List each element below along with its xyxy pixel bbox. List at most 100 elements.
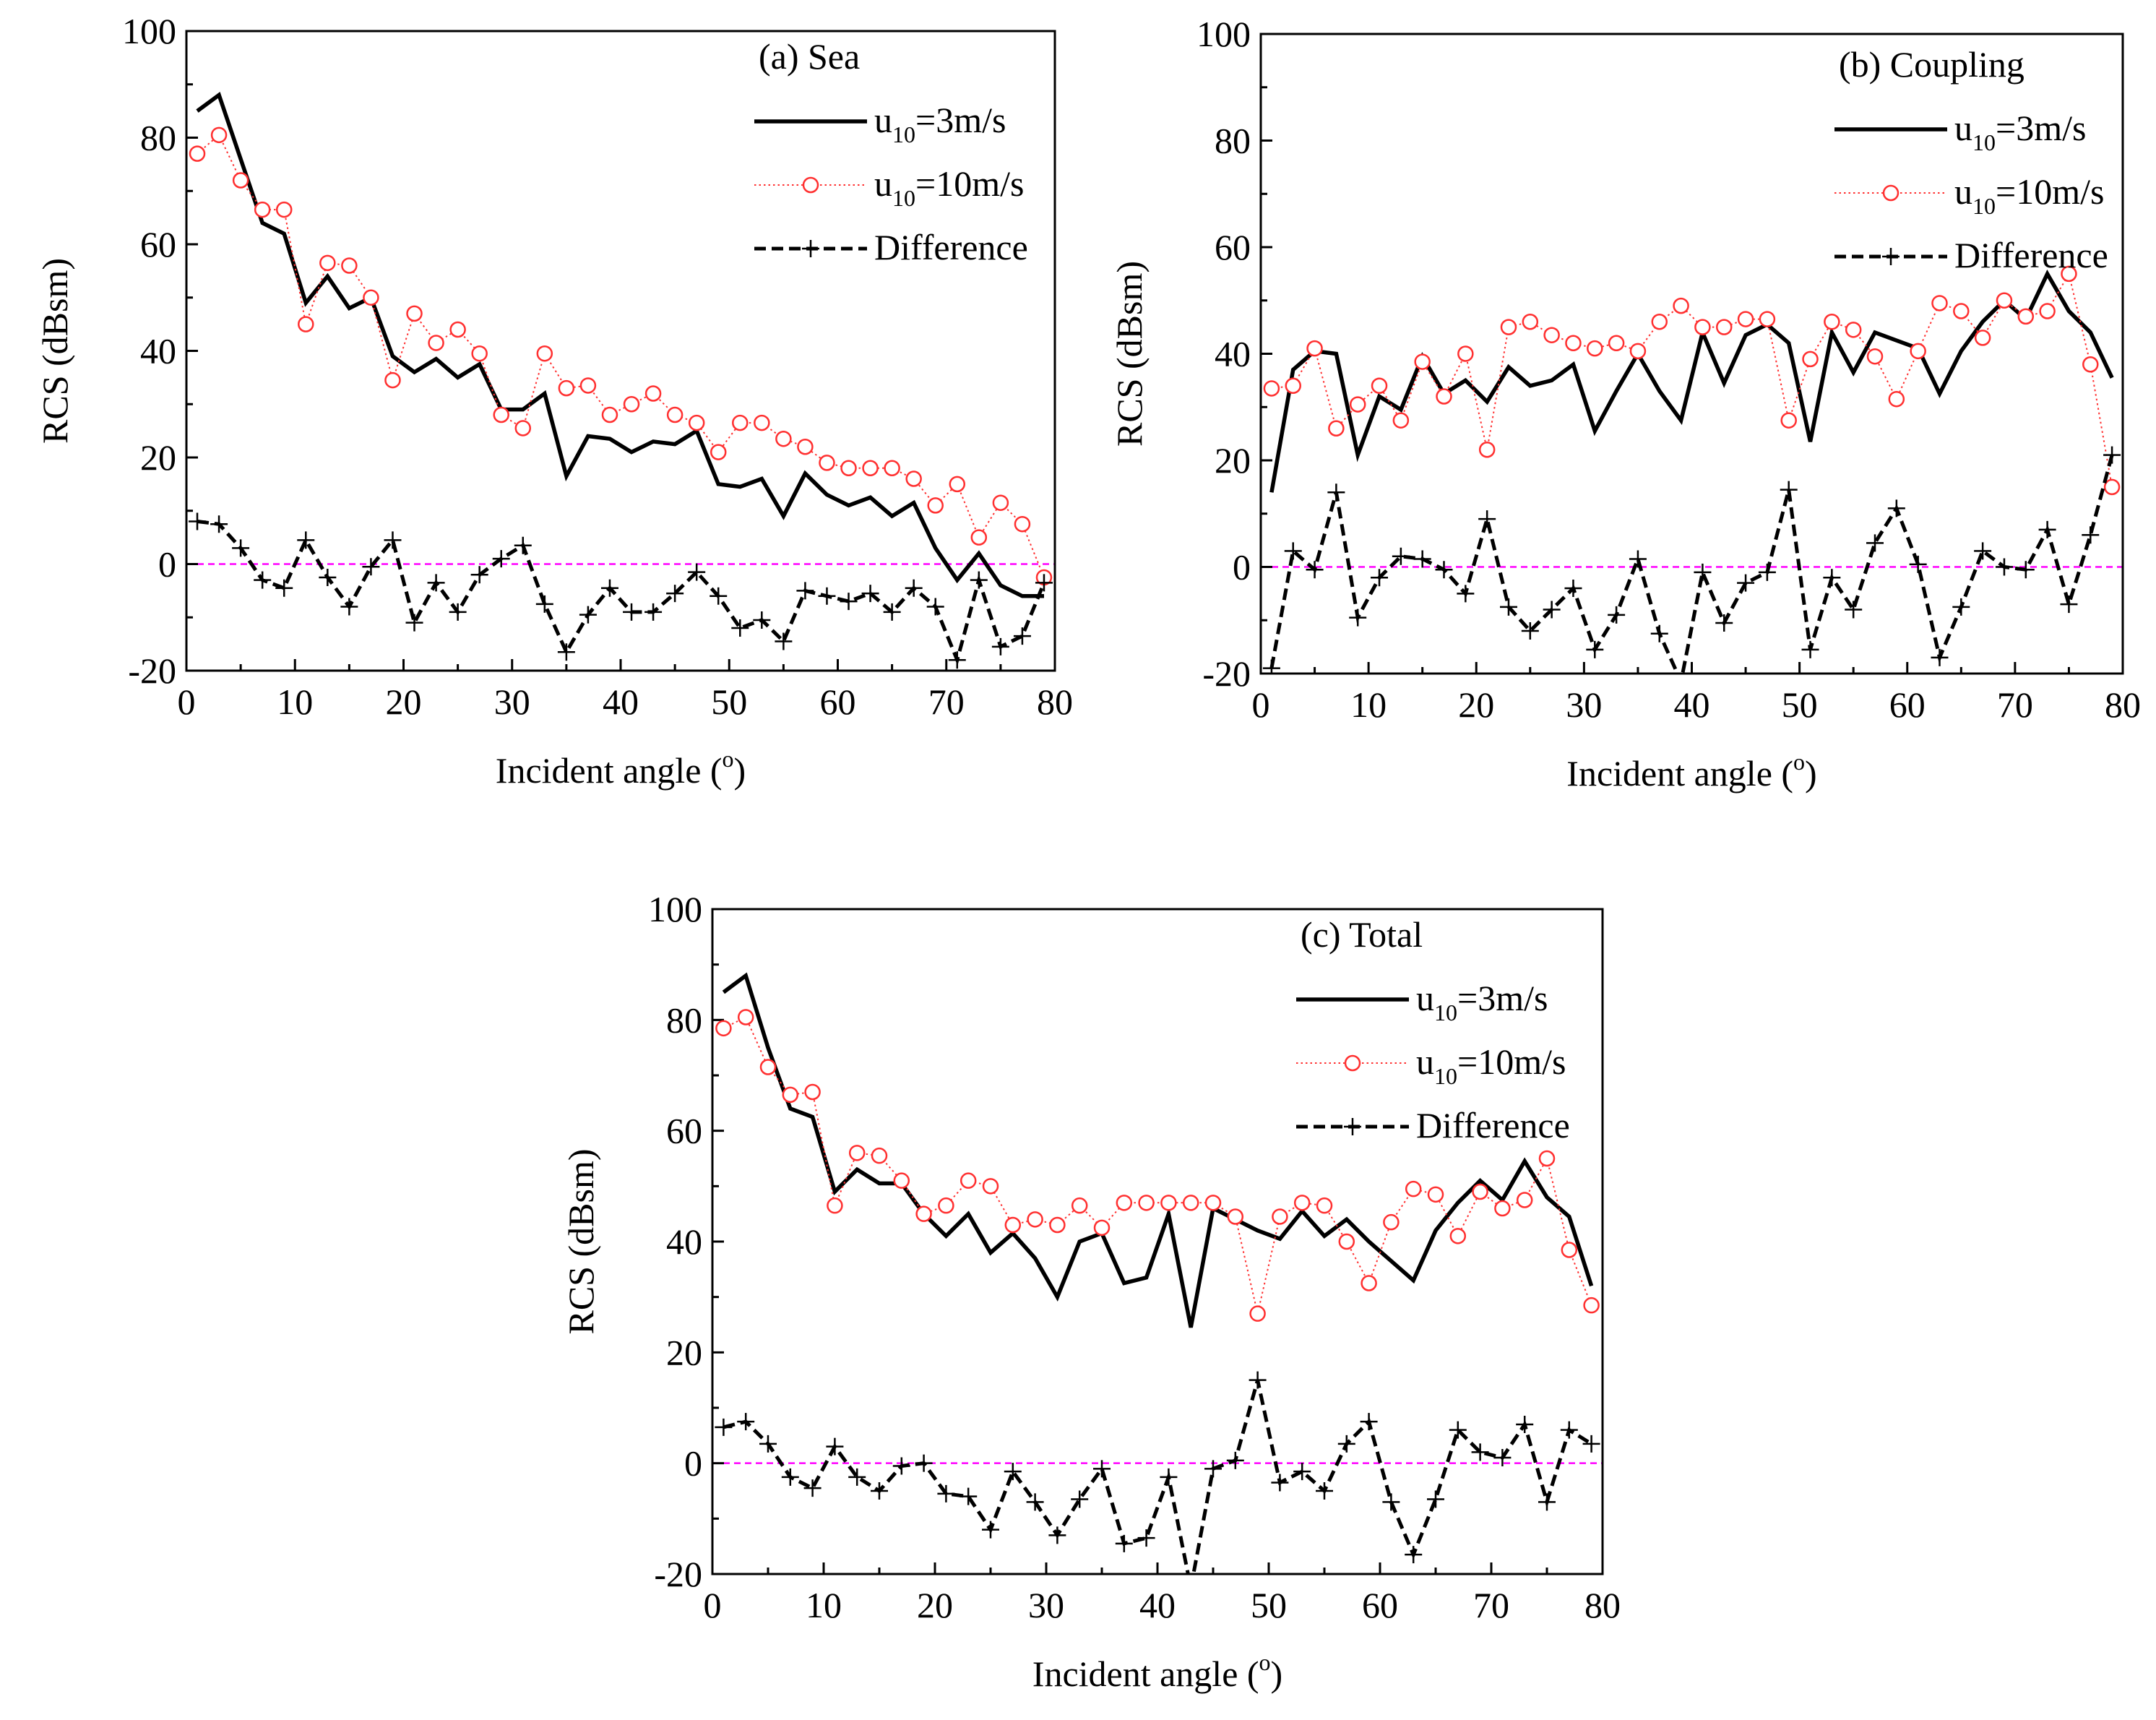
y-tick-label: 40 bbox=[140, 331, 176, 371]
series-3 bbox=[1262, 446, 2121, 674]
data-point-plus bbox=[840, 593, 858, 611]
data-point-plus bbox=[1405, 1546, 1423, 1564]
data-point-circle bbox=[319, 254, 336, 272]
data-point-circle bbox=[1673, 297, 1689, 314]
data-point-plus bbox=[1758, 563, 1776, 581]
series-line-3ms bbox=[722, 972, 1594, 1328]
data-point-plus bbox=[1293, 1463, 1311, 1481]
data-point-plus bbox=[1909, 555, 1927, 573]
data-point-plus bbox=[1316, 1482, 1333, 1500]
data-point-circle bbox=[189, 145, 206, 162]
data-point-circle bbox=[1694, 319, 1711, 335]
data-point-plus bbox=[427, 574, 445, 592]
data-point-plus bbox=[1737, 574, 1755, 592]
data-point-circle bbox=[1293, 1195, 1311, 1211]
data-point-circle bbox=[1349, 396, 1366, 413]
x-tick-label: 60 bbox=[820, 681, 856, 722]
data-point-plus bbox=[557, 643, 575, 661]
data-point-plus bbox=[970, 571, 988, 589]
data-point-plus bbox=[1160, 1468, 1178, 1486]
data-point-plus bbox=[1249, 1371, 1267, 1389]
legend-marker-plus bbox=[802, 240, 819, 257]
data-point-plus bbox=[579, 606, 597, 624]
data-point-plus bbox=[275, 579, 293, 597]
data-point-plus bbox=[715, 1418, 733, 1436]
data-point-plus bbox=[1493, 1449, 1512, 1466]
data-point-plus bbox=[759, 1435, 777, 1453]
data-point-circle bbox=[1802, 351, 1819, 368]
x-tick-label: 60 bbox=[1362, 1585, 1398, 1625]
data-point-plus bbox=[1392, 547, 1410, 565]
data-point-plus bbox=[1262, 659, 1280, 674]
data-point-circle bbox=[1272, 1208, 1288, 1225]
data-point-plus bbox=[1137, 1529, 1155, 1547]
data-point-circle bbox=[1160, 1195, 1177, 1211]
x-tick-label: 0 bbox=[1252, 684, 1270, 725]
data-point-plus bbox=[449, 603, 467, 621]
data-point-circle bbox=[406, 305, 423, 322]
series-2 bbox=[715, 1009, 1600, 1322]
data-point-circle bbox=[428, 335, 444, 351]
data-point-plus bbox=[470, 566, 488, 584]
x-axis-label: Incident angle (o) bbox=[1032, 1649, 1282, 1694]
data-point-circle bbox=[384, 371, 401, 389]
data-point-circle bbox=[232, 172, 249, 189]
x-tick-label: 0 bbox=[704, 1585, 722, 1625]
data-point-circle bbox=[840, 460, 857, 476]
data-point-circle bbox=[666, 406, 684, 423]
data-point-plus bbox=[731, 619, 749, 637]
legend-marker-circle bbox=[802, 176, 819, 194]
data-point-circle bbox=[1249, 1305, 1266, 1322]
data-point-plus bbox=[1449, 1421, 1467, 1439]
data-point-circle bbox=[1204, 1195, 1222, 1211]
data-point-plus bbox=[753, 611, 771, 629]
data-point-circle bbox=[623, 396, 640, 413]
data-point-plus bbox=[1004, 1463, 1022, 1481]
data-point-circle bbox=[254, 201, 271, 218]
data-point-circle bbox=[514, 420, 532, 437]
legend-label: Difference bbox=[874, 227, 1028, 267]
data-point-circle bbox=[737, 1009, 754, 1025]
data-point-plus bbox=[1382, 1493, 1400, 1511]
data-point-plus bbox=[775, 632, 793, 650]
data-point-plus bbox=[2060, 595, 2078, 614]
data-point-plus bbox=[737, 1413, 755, 1431]
data-point-plus bbox=[688, 563, 706, 581]
data-point-circle bbox=[1371, 377, 1388, 394]
data-point-plus bbox=[1478, 510, 1496, 528]
y-tick-label: 20 bbox=[666, 1332, 702, 1372]
legend-label: u10=10m/s bbox=[1954, 171, 2104, 219]
data-point-circle bbox=[449, 321, 466, 338]
data-point-plus bbox=[666, 585, 684, 603]
x-tick-label: 60 bbox=[1889, 684, 1926, 725]
panel-2: 0 10 20 30 40 50 60 70 80-20020406080100Incident… bbox=[1109, 14, 2141, 794]
x-tick-label: 70 bbox=[1997, 684, 2033, 725]
data-point-circle bbox=[1587, 340, 1603, 357]
data-point-plus bbox=[1371, 569, 1389, 587]
x-tick-label: 20 bbox=[917, 1585, 953, 1625]
x-tick-label: 80 bbox=[2105, 684, 2141, 725]
data-point-circle bbox=[1737, 311, 1754, 327]
data-point-plus bbox=[1564, 580, 1582, 597]
data-point-circle bbox=[1328, 420, 1345, 437]
series-line-difference bbox=[197, 520, 1046, 666]
x-tick-label: 80 bbox=[1037, 681, 1073, 722]
legend: (b) Coupling u10=3m/s u10=10m/s Difference bbox=[1834, 44, 2108, 275]
data-point-circle bbox=[341, 257, 358, 274]
data-point-circle bbox=[1845, 322, 1862, 338]
data-point-circle bbox=[1436, 388, 1452, 405]
data-point-circle bbox=[1953, 303, 1970, 319]
data-point-circle bbox=[871, 1147, 888, 1164]
data-point-plus bbox=[1457, 585, 1475, 603]
data-point-plus bbox=[871, 1482, 888, 1500]
data-point-circle bbox=[1182, 1195, 1199, 1211]
data-point-plus bbox=[1823, 569, 1841, 587]
data-point-circle bbox=[1583, 1297, 1600, 1314]
panel-title: (b) Coupling bbox=[1839, 44, 2025, 85]
data-point-circle bbox=[363, 289, 379, 306]
y-tick-label: -20 bbox=[128, 650, 176, 691]
x-axis-label: Incident angle (o) bbox=[1566, 749, 1816, 794]
data-point-circle bbox=[1561, 1242, 1578, 1258]
data-point-circle bbox=[1500, 319, 1517, 335]
